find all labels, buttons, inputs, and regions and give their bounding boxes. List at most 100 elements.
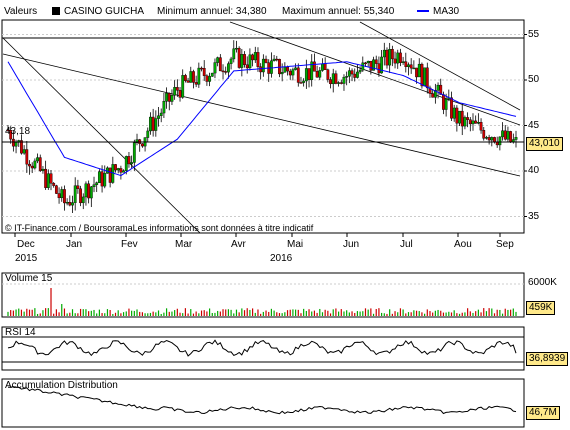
candle-body xyxy=(202,68,206,76)
candle-body xyxy=(25,149,29,165)
candle-body xyxy=(339,82,343,84)
candle-body xyxy=(326,69,330,80)
candle-body xyxy=(76,185,80,189)
candle-body xyxy=(41,168,45,171)
trendline xyxy=(2,37,201,234)
candle-body xyxy=(210,72,214,77)
candle-body xyxy=(450,97,453,119)
candle-body xyxy=(208,76,211,82)
candle-body xyxy=(409,64,413,69)
candle-body xyxy=(9,130,13,140)
candle-body xyxy=(229,58,233,64)
candle-body xyxy=(170,95,174,102)
candle-body xyxy=(149,116,152,132)
price-tick-50: 50 xyxy=(528,74,540,85)
candle-body xyxy=(33,160,37,169)
candle-body xyxy=(482,130,486,139)
candle-body xyxy=(251,54,254,61)
candle-body xyxy=(401,61,405,63)
candle-body xyxy=(194,82,198,85)
candle-body xyxy=(232,48,236,60)
month-label: Jul xyxy=(400,239,413,250)
candle-body xyxy=(452,107,456,119)
candle-body xyxy=(479,122,483,131)
candle-body xyxy=(49,173,53,184)
candle-body xyxy=(296,67,300,83)
year-label: 2016 xyxy=(270,253,293,264)
candle-body xyxy=(468,119,472,125)
candle-body xyxy=(65,201,69,204)
accdist-panel-frame xyxy=(1,378,525,428)
candle-body xyxy=(412,67,416,70)
candle-body xyxy=(146,130,150,138)
candle-body xyxy=(463,117,467,127)
accdist-last-badge: 46,7M xyxy=(526,406,560,420)
price-tick-55: 55 xyxy=(528,29,540,40)
candle-body xyxy=(270,60,273,74)
candle-body xyxy=(108,167,112,183)
candle-body xyxy=(57,193,61,199)
candle-body xyxy=(103,173,107,187)
candle-body xyxy=(511,139,515,143)
candle-body xyxy=(374,59,378,64)
candle-body xyxy=(189,71,193,83)
candle-body xyxy=(388,49,392,66)
candle-body xyxy=(38,157,42,171)
candle-body xyxy=(420,63,424,87)
candle-body xyxy=(162,101,166,114)
candle-body xyxy=(444,98,448,110)
candle-body xyxy=(60,189,64,199)
candle-body xyxy=(221,70,225,73)
candle-body xyxy=(259,66,263,73)
candle-body xyxy=(135,139,139,144)
candle-body xyxy=(154,118,158,131)
candle-body xyxy=(509,131,513,143)
candle-body xyxy=(485,137,488,139)
candle-body xyxy=(404,61,408,67)
candle-body xyxy=(20,140,23,154)
candle-body xyxy=(514,137,518,140)
candle-body xyxy=(248,54,252,69)
candle-body xyxy=(337,82,341,84)
min-label: Minimum annuel: 34,380 xyxy=(157,6,267,17)
candle-body xyxy=(175,87,179,91)
candle-body xyxy=(304,68,308,82)
candle-body xyxy=(192,71,195,83)
candle-body xyxy=(119,168,123,173)
candle-body xyxy=(377,63,381,74)
candle-body xyxy=(396,52,400,64)
candle-body xyxy=(506,131,510,140)
candle-body xyxy=(224,71,228,73)
rsi-panel-frame xyxy=(1,326,525,371)
ma30-line xyxy=(7,61,517,177)
candle-body xyxy=(329,79,332,85)
candle-body xyxy=(431,93,435,98)
candle-body xyxy=(71,202,74,206)
candle-body xyxy=(280,72,284,75)
candle-body xyxy=(334,73,338,84)
candle-body xyxy=(89,186,93,199)
candle-body xyxy=(261,58,265,73)
candle-body xyxy=(183,75,187,81)
candle-body xyxy=(302,80,306,83)
candle-body xyxy=(240,54,244,68)
rsi-line xyxy=(7,339,517,357)
candle-body xyxy=(237,47,241,68)
candle-body xyxy=(436,84,440,91)
candle-body xyxy=(167,92,171,102)
candle-body xyxy=(116,168,120,171)
candle-body xyxy=(361,62,365,71)
candle-body xyxy=(213,62,217,74)
candle-body xyxy=(63,189,66,204)
candle-body xyxy=(393,58,397,64)
candle-body xyxy=(73,185,77,203)
candle-body xyxy=(318,70,322,78)
candle-body xyxy=(243,54,246,65)
candle-body xyxy=(331,73,335,85)
candle-body xyxy=(321,63,324,71)
stock-swatch xyxy=(52,7,60,16)
candle-body xyxy=(345,76,349,78)
candle-body xyxy=(124,156,128,171)
candle-body xyxy=(366,60,370,64)
volume-title: Volume 15 xyxy=(5,273,53,284)
